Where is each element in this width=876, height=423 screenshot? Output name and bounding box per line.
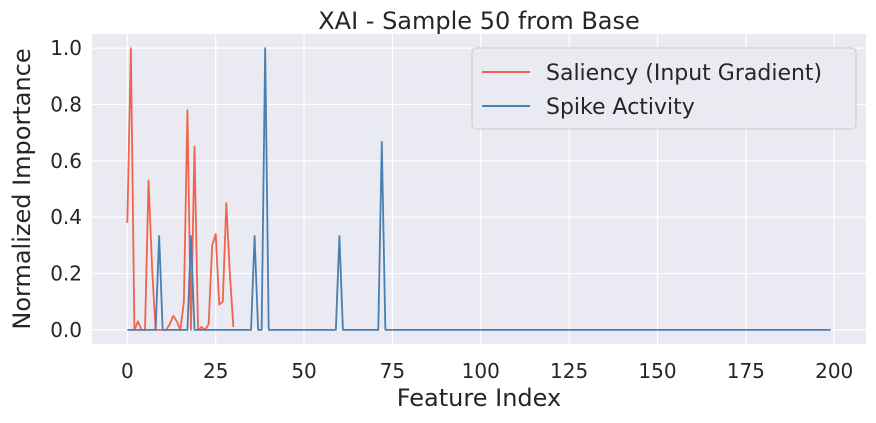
y-tick-label: 0.0	[50, 318, 82, 342]
x-tick-label: 100	[462, 359, 500, 383]
y-tick-label: 0.4	[50, 205, 82, 229]
x-tick-label: 125	[550, 359, 588, 383]
legend-box	[471, 47, 857, 130]
x-axis-title: Feature Index	[397, 384, 561, 412]
y-axis-title: Normalized Importance	[8, 48, 36, 329]
y-tick-labels: 0.0 0.2 0.4 0.6 0.8 1.0	[50, 36, 82, 342]
legend-label-saliency: Saliency (Input Gradient)	[546, 61, 822, 86]
x-tick-label: 25	[203, 359, 228, 383]
y-tick-label: 1.0	[50, 36, 82, 60]
series-line-spike-activity	[127, 47, 831, 331]
y-tick-label: 0.6	[50, 149, 82, 173]
series-layer	[126, 47, 831, 331]
x-tick-label: 75	[380, 359, 405, 383]
x-tick-label: 50	[291, 359, 316, 383]
x-tick-labels: 0 25 50 75 100 125 150 175 200	[121, 359, 853, 383]
legend: Saliency (Input Gradient) Spike Activity	[471, 47, 857, 130]
x-tick-label: 0	[121, 359, 134, 383]
y-tick-label: 0.8	[50, 92, 82, 116]
chart-title: XAI - Sample 50 from Base	[318, 7, 640, 35]
y-tick-label: 0.2	[50, 262, 82, 286]
x-tick-label: 200	[815, 359, 853, 383]
x-tick-label: 150	[638, 359, 676, 383]
x-tick-label: 175	[727, 359, 765, 383]
legend-label-spike: Spike Activity	[546, 95, 695, 120]
